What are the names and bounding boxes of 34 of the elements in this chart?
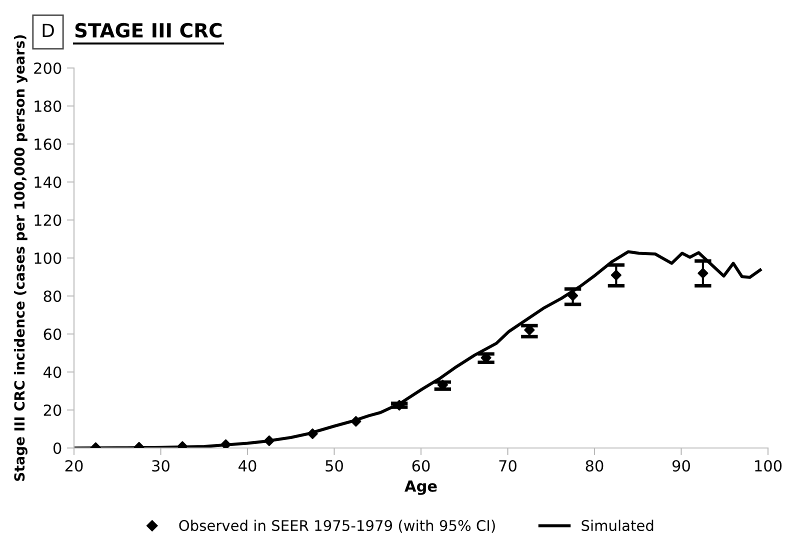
- chart-title: STAGE III CRC: [75, 22, 222, 38]
- line-series: [74, 250, 762, 448]
- legend-label: Simulated: [582, 520, 654, 532]
- point: [350, 416, 362, 427]
- x-axis-title: Age: [404, 480, 437, 495]
- y-tick-label: 140: [34, 176, 62, 188]
- y-tick-label: 40: [44, 366, 62, 378]
- y-tick-label: 100: [34, 252, 62, 264]
- y-tick-label: 120: [34, 214, 62, 226]
- x-tick-label: 30: [152, 460, 170, 472]
- point: [568, 290, 578, 301]
- y-tick-label: 60: [44, 328, 62, 340]
- point: [264, 435, 274, 446]
- point: [610, 270, 622, 280]
- y-tick-label: 20: [44, 404, 62, 416]
- x-tick-label: 20: [65, 460, 83, 472]
- y-tick-label: 200: [34, 62, 62, 74]
- x-tick-label: 50: [326, 460, 343, 472]
- y-tick-label: 0: [53, 442, 62, 454]
- point: [307, 428, 318, 440]
- x-tick-label: 60: [412, 460, 430, 472]
- legend-label: Observed in SEER 1975-1979 (with 95% CI): [179, 520, 495, 533]
- x-tick-label: 40: [238, 460, 256, 472]
- x-tick-label: 80: [586, 460, 604, 472]
- point: [220, 439, 232, 448]
- x-tick-label: 100: [755, 460, 782, 472]
- y-tick-label: 80: [44, 290, 62, 302]
- x-tick-label: 90: [672, 460, 690, 472]
- y-tick-label: 180: [34, 100, 62, 112]
- point: [698, 268, 708, 278]
- text: D: [42, 24, 54, 37]
- y-tick-label: 160: [34, 138, 62, 150]
- x-tick-label: 70: [499, 460, 516, 472]
- y-axis-title: Stage III CRC incidence (cases per 100,000 person years): [14, 35, 28, 481]
